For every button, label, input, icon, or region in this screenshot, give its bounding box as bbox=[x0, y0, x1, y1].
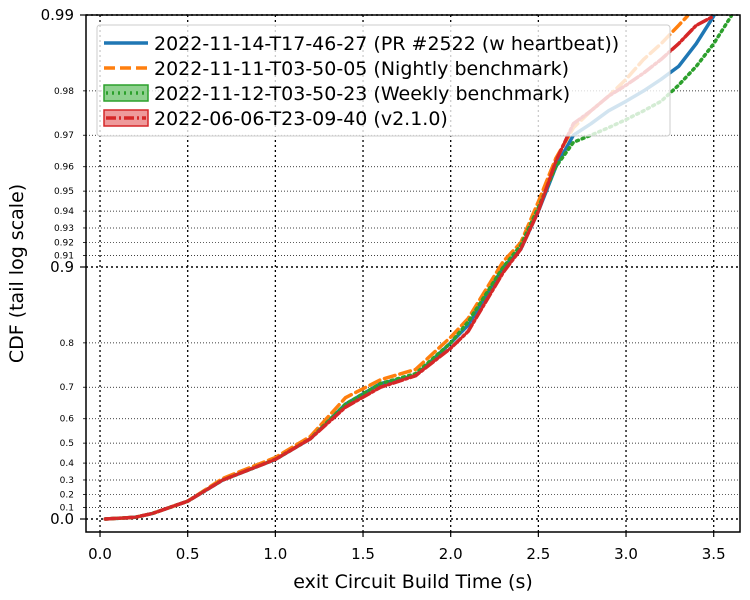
legend-label-2: 2022-11-11-T03-50-05 (Nightly benchmark) bbox=[154, 58, 569, 80]
ticks: 0.0 0.5 1.0 1.5 2.0 2.5 3.0 3.5 0.1 0.2 0.3 0.4 0.5 0… bbox=[41, 6, 726, 563]
legend-label-1: 2022-11-14-T17-46-27 (PR #2522 (w heartb… bbox=[154, 33, 619, 55]
x-axis-label: exit Circuit Build Time (s) bbox=[293, 571, 533, 593]
x-tick-label: 2.0 bbox=[439, 545, 463, 563]
y-minor-tick-label: 0.93 bbox=[54, 224, 74, 234]
y-major-tick-label: 0.0 bbox=[50, 510, 74, 528]
x-tick-label: 2.5 bbox=[526, 545, 550, 563]
y-minor-tick-label: 0.8 bbox=[60, 339, 75, 349]
x-tick-label: 3.5 bbox=[702, 545, 726, 563]
plot-frame bbox=[85, 14, 741, 533]
x-tick-label: 0.0 bbox=[88, 545, 112, 563]
y-minor-tick-label: 0.96 bbox=[54, 163, 74, 173]
y-minor-tick-label: 0.91 bbox=[54, 251, 74, 261]
y-minor-tick-label: 0.4 bbox=[60, 459, 75, 469]
y-minor-tick-label: 0.92 bbox=[54, 239, 74, 249]
legend: 2022-11-14-T17-46-27 (PR #2522 (w heartb… bbox=[96, 24, 671, 137]
y-minor-tick-label: 0.95 bbox=[54, 187, 74, 197]
y-minor-tick-label: 0.98 bbox=[54, 87, 74, 97]
y-minor-tick-label: 0.3 bbox=[60, 476, 74, 486]
legend-label-4: 2022-06-06-T23-09-40 (v2.1.0) bbox=[154, 108, 448, 130]
y-minor-tick-label: 0.1 bbox=[60, 503, 74, 513]
y-major-tick-label: 0.9 bbox=[50, 258, 74, 276]
y-minor-tick-label: 0.6 bbox=[60, 415, 75, 425]
y-minor-tick-label: 0.97 bbox=[54, 131, 74, 141]
y-major-tick-label: 0.99 bbox=[41, 6, 74, 24]
x-tick-label: 1.0 bbox=[263, 545, 287, 563]
y-minor-tick-label: 0.5 bbox=[60, 439, 74, 449]
y-minor-tick-label: 0.94 bbox=[54, 207, 74, 217]
y-minor-tick-label: 0.7 bbox=[60, 383, 74, 393]
x-tick-label: 1.5 bbox=[351, 545, 375, 563]
legend-label-3: 2022-11-12-T03-50-23 (Weekly benchmark) bbox=[154, 83, 570, 105]
legend-box bbox=[96, 24, 671, 137]
y-axis-label: CDF (tail log scale) bbox=[6, 184, 28, 363]
x-tick-label: 0.5 bbox=[176, 545, 200, 563]
x-tick-label: 3.0 bbox=[614, 545, 638, 563]
y-minor-tick-label: 0.2 bbox=[60, 491, 74, 501]
